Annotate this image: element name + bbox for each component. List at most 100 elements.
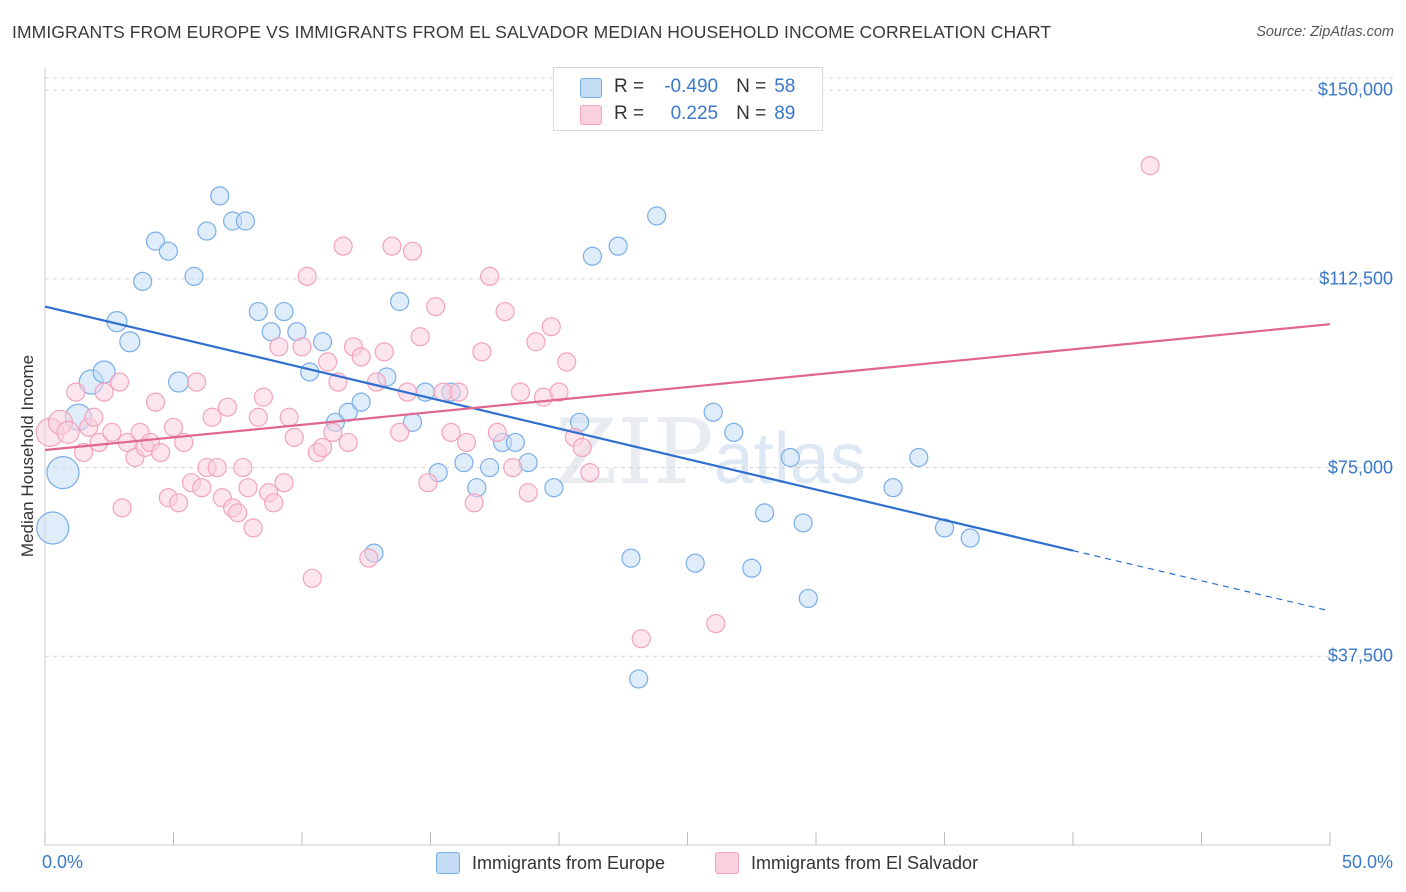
bottom-legend-label-europe: Immigrants from Europe [472,852,666,873]
europe-point-10 [168,371,190,393]
europe-point-15 [235,211,256,231]
elsalvador-point-59 [382,236,402,256]
elsalvador-point-45 [297,266,317,286]
elsalvador-point-74 [495,301,515,322]
europe-point-38 [544,478,564,498]
europe-point-55 [909,447,929,468]
elsalvador-point-4 [73,442,94,463]
legend-r-value: 0.225 [670,103,719,124]
elsalvador-point-17 [145,392,166,412]
elsalvador-point-82 [557,352,577,372]
elsalvador-point-78 [526,332,546,352]
elsalvador-point-75 [503,457,523,478]
elsalvador-point-39 [264,493,284,513]
elsalvador-point-43 [284,427,304,447]
europe-point-49 [742,558,762,578]
europe-point-36 [505,432,525,453]
elsalvador-point-67 [441,422,461,442]
europe-point-11 [184,266,204,286]
elsalvador-point-21 [169,493,189,513]
legend-n-label: N = [736,103,767,124]
bottom-legend-swatch-elsalvador [715,852,739,874]
europe-point-18 [274,301,294,322]
elsalvador-point-34 [238,478,258,498]
elsalvador-point-28 [207,457,227,478]
legend-r-label: R = [614,76,645,97]
europe-point-0 [36,511,70,545]
europe-point-56 [934,518,955,538]
elsalvador-point-53 [338,432,358,453]
elsalvador-point-70 [464,493,484,513]
elsalvador-point-69 [456,432,477,453]
elsalvador-point-24 [187,372,207,392]
legend-n-value: 89 [774,103,796,124]
elsalvador-point-84 [572,437,592,458]
elsalvador-point-58 [374,342,394,362]
y-tick-label-0: $37,500 [1327,645,1393,666]
y-tick-label-1: $75,000 [1327,457,1393,478]
legend-swatch-elsalvador [580,105,602,125]
elsalvador-point-72 [480,266,500,286]
elsalvador-point-46 [302,568,322,588]
x-tick-max: 50.0% [1341,852,1393,872]
elsalvador-point-55 [351,347,371,367]
elsalvador-point-60 [390,422,410,442]
correlation-legend: R = -0.490 N = 58 R = 0.225 N = 89 [553,67,823,131]
elsalvador-point-35 [243,518,263,538]
y-axis-label: Median Household Income [18,354,37,558]
elsalvador-point-65 [426,296,446,317]
europe-point-12 [197,221,217,241]
europe-point-27 [390,291,410,312]
bottom-legend-elsalvador: Immigrants from El Salvador [715,852,978,874]
europe-point-13 [210,186,230,206]
europe-point-57 [960,528,980,548]
elsalvador-point-41 [274,473,294,493]
elsalvador-point-48 [312,437,333,458]
elsalvador-point-8 [94,382,114,402]
elsalvador-point-6 [84,407,104,427]
elsalvador-point-42 [279,407,299,427]
legend-row-elsalvador: R = 0.225 N = 89 [580,103,795,125]
elsalvador-point-30 [217,397,238,417]
elsalvador-point-44 [292,337,312,357]
legend-swatch-europe [580,78,602,98]
elsalvador-point-76 [510,382,531,402]
elsalvador-point-86 [631,629,651,649]
elsalvador-point-7 [89,432,109,453]
elsalvador-point-33 [233,457,253,478]
elsalvador-point-10 [109,372,130,392]
elsalvador-point-25 [192,478,212,498]
elsalvador-point-57 [366,372,387,392]
elsalvador-point-9 [102,422,122,442]
elsalvador-point-2 [56,420,80,444]
europe-point-44 [629,669,649,689]
europe-point-43 [621,548,641,568]
europe-point-51 [780,447,800,468]
europe-point-48 [724,422,744,442]
elsalvador-point-18 [151,442,171,463]
elsalvador-point-62 [402,241,423,261]
elsalvador-point-50 [323,422,343,442]
elsalvador-point-40 [269,337,289,357]
bottom-legend-swatch-europe [436,852,460,874]
elsalvador-point-63 [410,327,430,347]
elsalvador-point-49 [318,352,338,372]
europe-point-24 [351,392,371,412]
elsalvador-point-37 [253,387,274,407]
elsalvador-point-56 [359,548,379,568]
elsalvador-point-52 [333,236,353,256]
europe-point-9 [158,241,178,261]
europe-point-50 [754,503,775,523]
elsalvador-point-85 [580,463,600,483]
bottom-legend-europe: Immigrants from Europe [436,852,665,874]
europe-point-1 [46,456,80,490]
elsalvador-point-20 [163,417,184,437]
europe-trend-line [44,305,1074,552]
elsalvador-point-81 [549,382,569,402]
elsalvador-point-64 [418,473,438,493]
chart-title: IMMIGRANTS FROM EUROPE VS IMMIGRANTS FRO… [12,22,1052,42]
bottom-legend-label-elsalvador: Immigrants from El Salvador [751,852,979,873]
elsalvador-point-73 [487,422,507,442]
europe-point-54 [883,478,903,498]
